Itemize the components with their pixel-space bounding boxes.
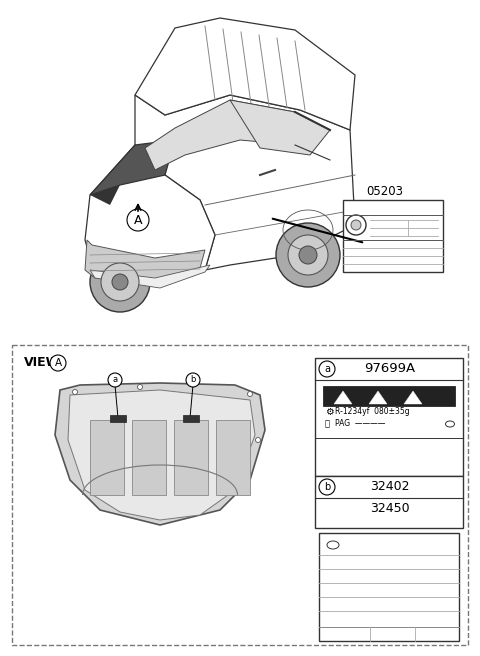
Bar: [110, 415, 126, 422]
Circle shape: [127, 209, 149, 231]
Bar: [319, 533, 459, 641]
Polygon shape: [230, 100, 330, 155]
Circle shape: [112, 274, 128, 290]
Circle shape: [108, 373, 122, 387]
Circle shape: [319, 479, 335, 495]
Text: b: b: [324, 482, 330, 492]
Bar: [183, 415, 199, 422]
Circle shape: [276, 223, 340, 287]
Polygon shape: [90, 140, 175, 195]
Circle shape: [137, 384, 143, 390]
Text: VIEW: VIEW: [24, 356, 60, 369]
Bar: [315, 358, 463, 476]
Polygon shape: [404, 391, 422, 404]
Circle shape: [319, 361, 335, 377]
Circle shape: [101, 263, 139, 301]
Polygon shape: [145, 100, 295, 170]
Text: R-1234yf  080±35g: R-1234yf 080±35g: [335, 407, 409, 417]
Ellipse shape: [445, 421, 455, 427]
Polygon shape: [90, 265, 210, 288]
Text: 97699A: 97699A: [364, 363, 416, 375]
Polygon shape: [369, 391, 387, 404]
Text: ⛏: ⛏: [325, 419, 330, 428]
Bar: [132, 420, 166, 495]
Text: PAG  ————: PAG ————: [335, 419, 385, 428]
Circle shape: [50, 355, 66, 371]
Text: b: b: [190, 375, 196, 384]
Bar: [216, 420, 250, 495]
Circle shape: [248, 392, 252, 396]
Polygon shape: [85, 145, 215, 285]
Ellipse shape: [327, 541, 339, 549]
Text: 32402: 32402: [370, 480, 410, 493]
Circle shape: [346, 215, 366, 235]
Text: A: A: [54, 358, 61, 368]
Circle shape: [72, 390, 77, 394]
Circle shape: [90, 252, 150, 312]
Text: 32450: 32450: [370, 501, 410, 514]
Polygon shape: [55, 383, 265, 525]
Polygon shape: [85, 240, 205, 283]
Text: A: A: [134, 213, 142, 226]
Text: a: a: [324, 364, 330, 374]
Bar: [315, 476, 463, 528]
Circle shape: [288, 235, 328, 275]
Bar: [12, 345, 468, 645]
Circle shape: [351, 220, 361, 230]
Circle shape: [255, 438, 261, 443]
Bar: [343, 200, 443, 272]
Bar: [323, 386, 455, 406]
Polygon shape: [90, 185, 120, 205]
Polygon shape: [135, 18, 355, 130]
Bar: [174, 420, 208, 495]
Polygon shape: [68, 390, 255, 520]
Circle shape: [186, 373, 200, 387]
Circle shape: [299, 246, 317, 264]
Polygon shape: [135, 95, 355, 270]
Text: 05203: 05203: [367, 185, 404, 198]
Polygon shape: [334, 391, 352, 404]
Text: a: a: [112, 375, 118, 384]
Text: ⚙: ⚙: [325, 407, 334, 417]
Bar: [90, 420, 124, 495]
